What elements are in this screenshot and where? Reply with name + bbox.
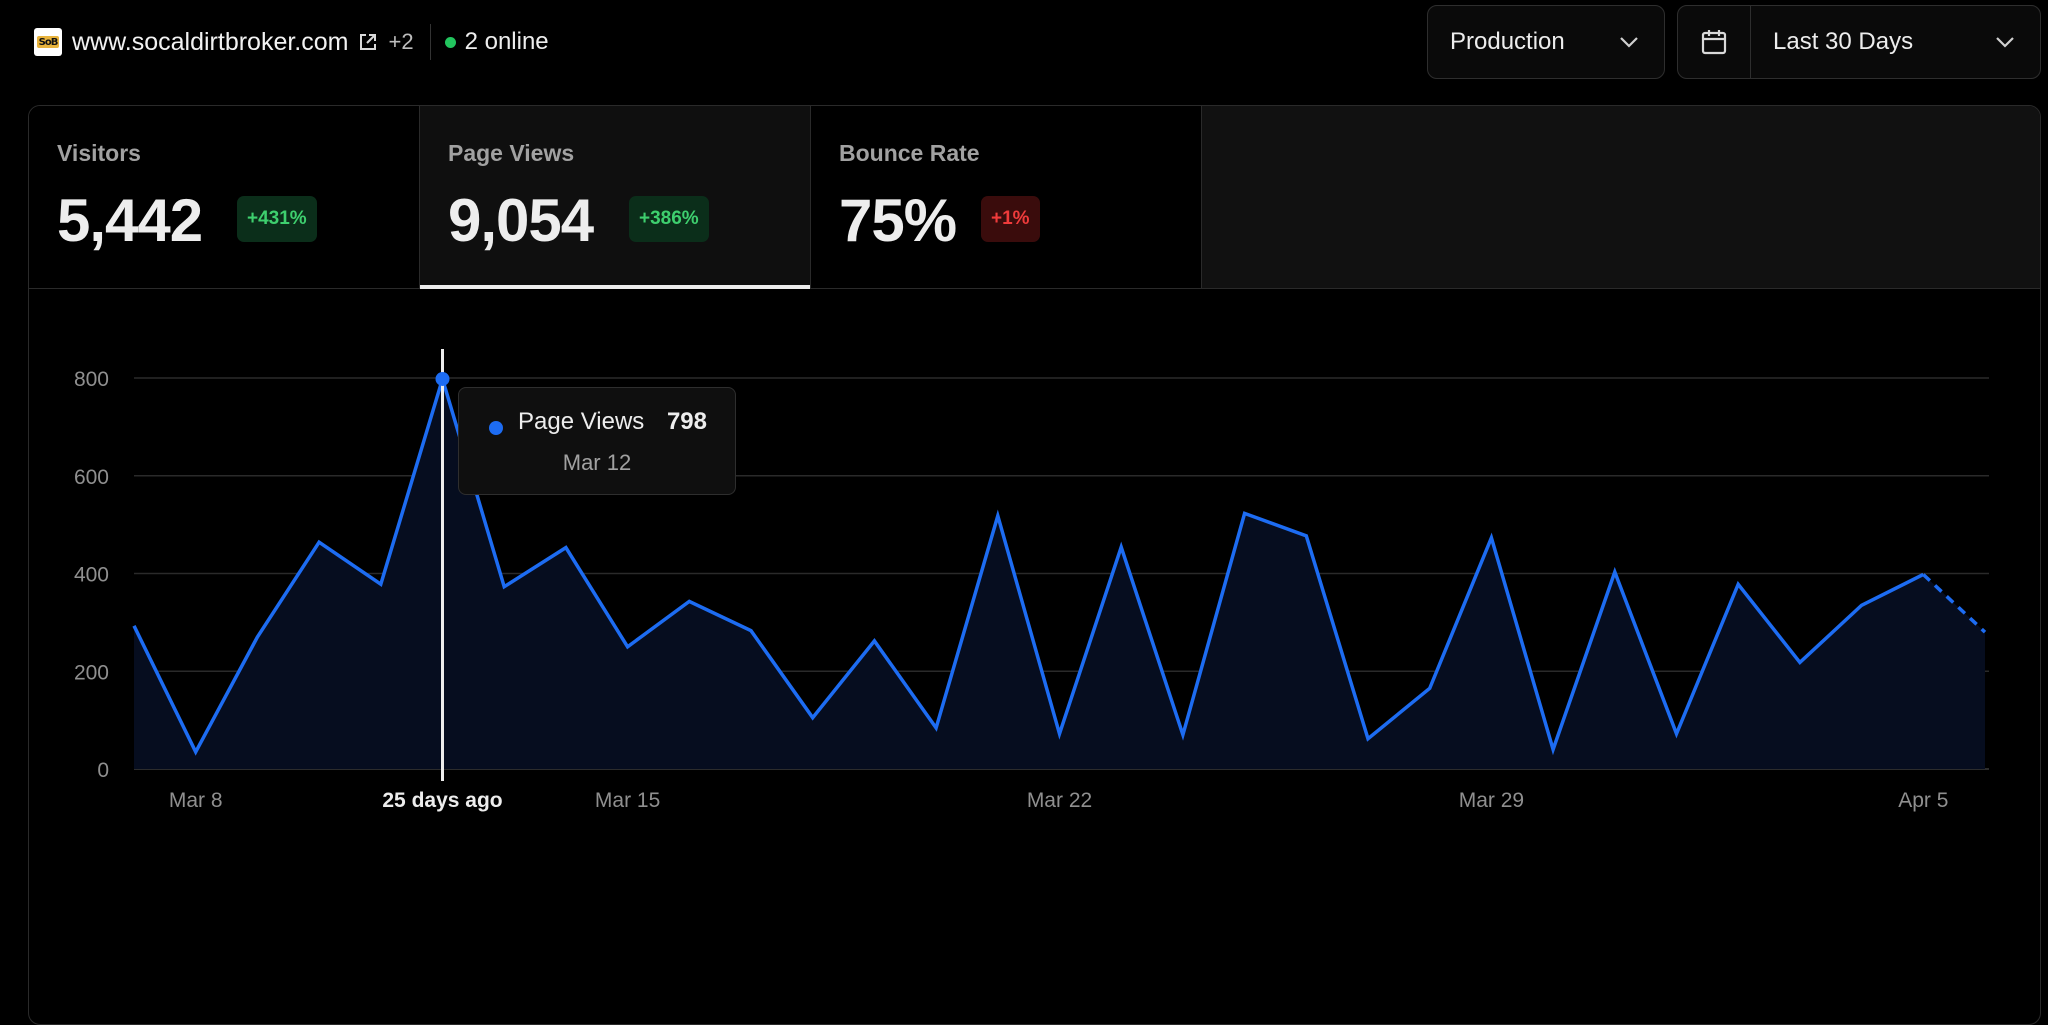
site-switcher[interactable]: SoB www.socaldirtbroker.com +2 2 online	[34, 22, 549, 62]
change-badge: +386%	[629, 196, 709, 242]
tab-bounce-rate[interactable]: Bounce Rate 75% +1%	[811, 106, 1202, 288]
y-tick-label: 200	[74, 661, 109, 684]
chevron-down-icon	[1996, 37, 2014, 48]
area-fill	[134, 378, 1985, 769]
site-favicon: SoB	[34, 28, 62, 56]
hover-point	[435, 371, 450, 386]
online-count: 2 online	[464, 28, 549, 55]
x-tick-label: Apr 5	[1898, 789, 1948, 812]
series-line-projected	[1922, 573, 1987, 634]
tab-page-views[interactable]: Page Views 9,054 +386%	[420, 106, 811, 289]
metric-value: 9,054	[448, 187, 594, 254]
page-views-chart[interactable]: 0 200 400 600 800 Mar 8 25 days ago Mar 15 Mar 2…	[29, 289, 2040, 1025]
y-tick-label: 400	[74, 564, 109, 587]
x-tick-label: Mar 29	[1459, 789, 1524, 812]
tooltip-date: Mar 12	[562, 450, 632, 475]
site-url[interactable]: www.socaldirtbroker.com	[72, 27, 349, 56]
y-tick-label: 800	[74, 368, 109, 391]
change-badge: +1%	[981, 196, 1040, 242]
calendar-button[interactable]	[1678, 6, 1751, 78]
chart-tooltip: Page Views 798 Mar 12	[458, 387, 736, 495]
x-tick-label: Mar 15	[595, 789, 660, 812]
metric-value: 5,442	[57, 187, 203, 254]
divider	[429, 24, 431, 60]
metric-value: 75%	[839, 187, 957, 254]
metric-label: Bounce Rate	[839, 140, 980, 166]
analytics-panel: Visitors 5,442 +431% Page Views 9,054 +3…	[28, 105, 2041, 1025]
extra-sites-count[interactable]: +2	[388, 29, 414, 54]
x-tick-label: 25 days ago	[382, 789, 502, 812]
external-link-icon[interactable]	[358, 32, 378, 52]
online-status-dot	[444, 36, 456, 48]
y-tick-label: 0	[97, 759, 109, 782]
series-color-dot	[489, 421, 503, 435]
date-range-select[interactable]: Last 30 Days	[1677, 5, 2041, 79]
x-tick-label: Mar 8	[169, 789, 223, 812]
tabs-empty-area	[1202, 106, 2040, 288]
series-line	[132, 372, 1925, 756]
metric-tabs: Visitors 5,442 +431% Page Views 9,054 +3…	[29, 106, 2040, 289]
x-tick-label: Mar 22	[1027, 789, 1092, 812]
tab-visitors[interactable]: Visitors 5,442 +431%	[29, 106, 420, 288]
environment-select[interactable]: Production	[1427, 5, 1665, 79]
y-tick-label: 600	[74, 466, 109, 489]
calendar-icon	[1701, 30, 1727, 55]
chevron-down-icon	[1620, 37, 1638, 48]
tooltip-value: 798	[666, 408, 707, 435]
metric-label: Visitors	[57, 140, 141, 166]
metric-label: Page Views	[448, 140, 575, 166]
environment-select-value: Production	[1450, 28, 1565, 55]
date-range-value: Last 30 Days	[1773, 28, 1914, 55]
top-bar: SoB www.socaldirtbroker.com +2 2 online …	[0, 0, 2048, 90]
tooltip-series-name: Page Views	[518, 408, 645, 435]
chart-svg[interactable]: 0 200 400 600 800 Mar 8 25 days ago Mar 15 Mar 2…	[29, 289, 2040, 1025]
change-badge: +431%	[237, 196, 317, 242]
